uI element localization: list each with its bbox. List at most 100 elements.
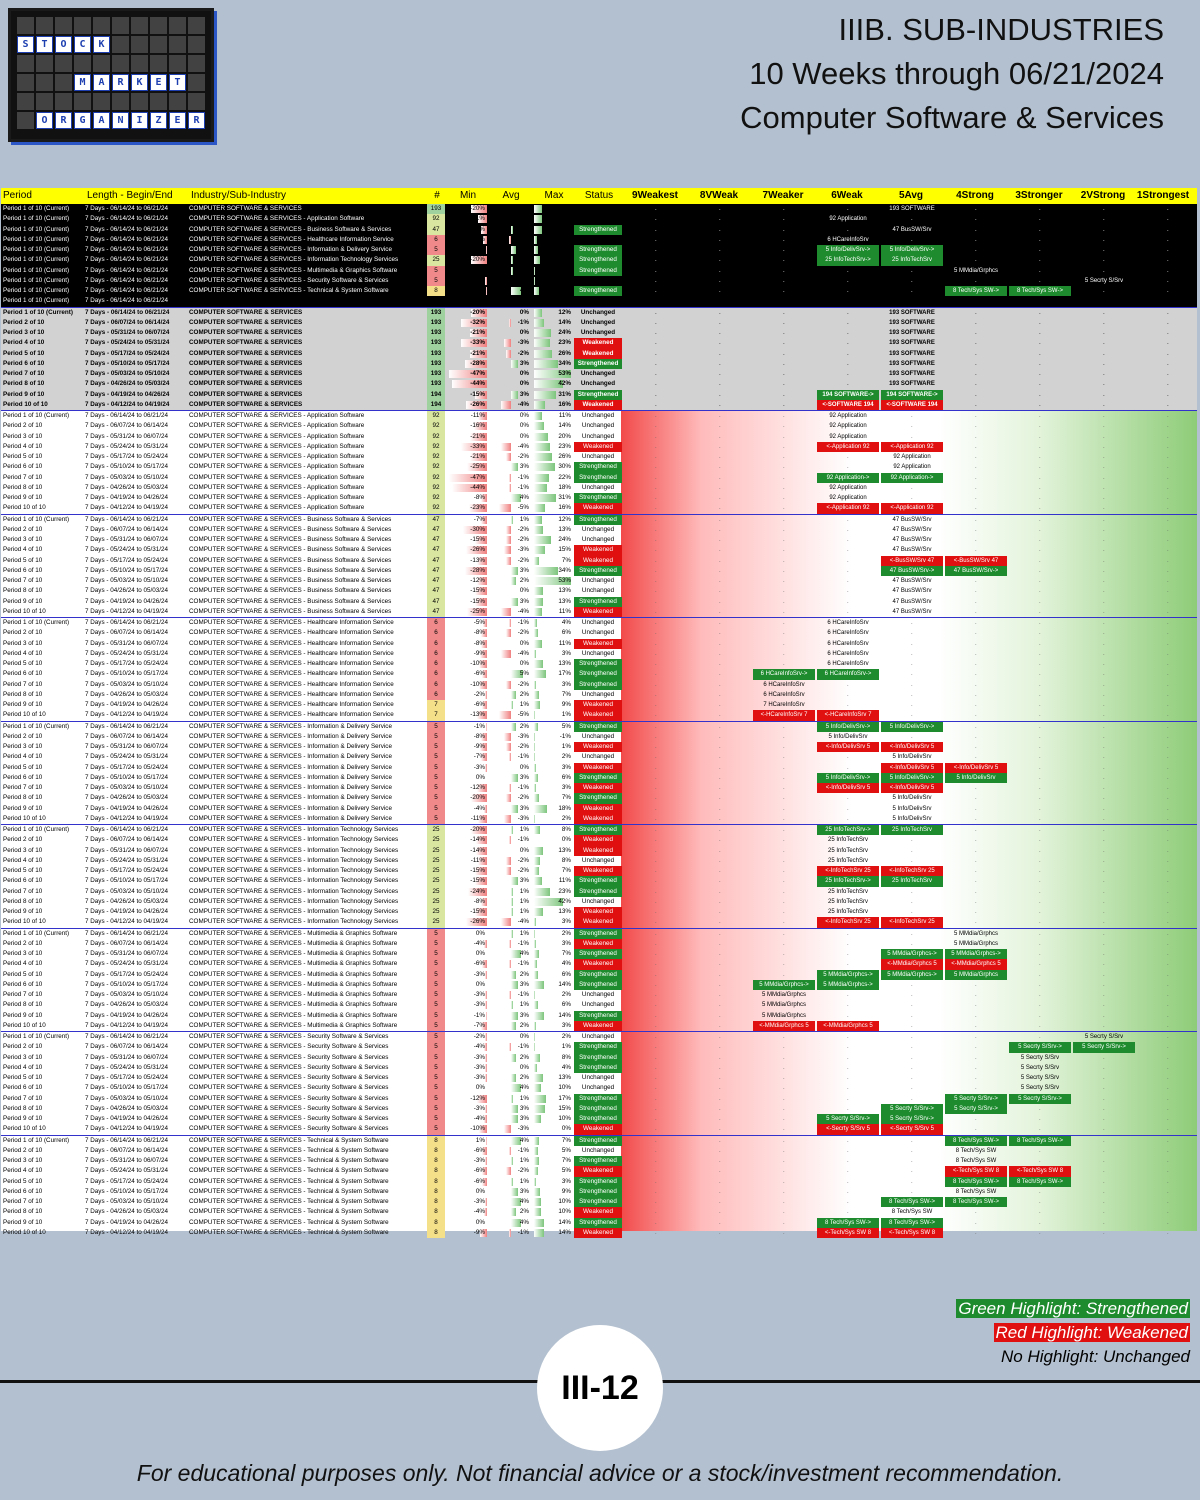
- table-row: Period 5 of 10 7 Days - 05/17/24 to 05/24…: [1, 555, 1197, 566]
- empty-marker: .: [719, 620, 721, 626]
- empty-marker: .: [1039, 940, 1041, 947]
- empty-marker: .: [783, 1085, 785, 1092]
- rank-cell: 25 InfoTechSrv: [881, 825, 943, 836]
- empty-marker: .: [1103, 537, 1105, 543]
- count-cell: 25: [427, 896, 445, 907]
- group-divider: [1, 824, 1197, 825]
- count-cell: 25: [427, 886, 445, 897]
- empty-marker: .: [1103, 868, 1105, 874]
- avg-bar: [511, 287, 521, 295]
- industry-cell: COMPUTER SOFTWARE & SERVICES - Security …: [189, 276, 389, 284]
- industry-cell: COMPUTER SOFTWARE & SERVICES - Healthcar…: [189, 649, 394, 657]
- empty-marker: .: [847, 930, 849, 937]
- date-range-cell: 7 Days - 05/31/24 to 06/07/24: [85, 1053, 168, 1061]
- max-cell: 12%: [558, 205, 571, 212]
- industry-cell: COMPUTER SOFTWARE & SERVICES - Healthcar…: [189, 639, 394, 647]
- logo-tile: [17, 74, 34, 91]
- industry-cell: COMPUTER SOFTWARE & SERVICES - Informati…: [189, 856, 399, 864]
- empty-marker: .: [719, 1219, 721, 1226]
- empty-marker: .: [975, 206, 977, 212]
- min-bar: [471, 794, 487, 803]
- empty-marker: .: [783, 898, 785, 905]
- empty-marker: .: [911, 702, 913, 708]
- empty-marker: .: [655, 1002, 657, 1009]
- empty-marker: .: [783, 484, 785, 491]
- empty-marker: .: [1103, 878, 1105, 885]
- date-range-cell: 7 Days - 05/24/24 to 05/31/24: [85, 442, 168, 450]
- empty-marker: .: [719, 330, 721, 336]
- period-cell: Period 2 of 10: [3, 939, 43, 947]
- period-cell: Period 1 of 10 (Current): [3, 619, 70, 626]
- empty-marker: .: [783, 537, 785, 543]
- count-cell: 25: [427, 917, 445, 928]
- empty-marker: .: [975, 1044, 977, 1051]
- empty-marker: .: [719, 588, 721, 595]
- industry-cell: COMPUTER SOFTWARE & SERVICES - Business …: [189, 607, 392, 615]
- empty-marker: .: [1039, 857, 1041, 864]
- empty-marker: .: [975, 1219, 977, 1226]
- avg-cell: 4%: [519, 494, 529, 501]
- empty-marker: .: [975, 537, 977, 543]
- empty-marker: .: [1167, 1012, 1169, 1019]
- avg-bar: [499, 711, 511, 720]
- table-row: Period 1 of 10 (Current) 7 Days - 06/14/2…: [1, 307, 1197, 318]
- max-bar: [534, 950, 539, 958]
- table-row: Period 1 of 10 (Current) 7 Days - 06/14/2…: [1, 411, 1197, 422]
- empty-marker: .: [719, 1054, 721, 1061]
- min-cell: -10%: [470, 660, 485, 667]
- empty-marker: .: [719, 1105, 721, 1112]
- empty-marker: .: [1167, 681, 1169, 688]
- min-cell: -20%: [470, 794, 485, 802]
- industry-cell: COMPUTER SOFTWARE & SERVICES - Business …: [189, 566, 392, 574]
- date-range-cell: 7 Days - 04/19/24 to 04/26/24: [85, 390, 170, 398]
- count-cell: 6: [427, 628, 445, 639]
- logo-tile: [55, 74, 72, 91]
- min-cell: -3%: [473, 991, 485, 998]
- max-bar: [534, 504, 546, 513]
- empty-marker: .: [783, 588, 785, 595]
- empty-marker: .: [911, 712, 913, 719]
- min-bar: [479, 649, 487, 658]
- max-cell: 13%: [558, 587, 571, 595]
- empty-marker: .: [847, 319, 849, 326]
- logo-tile: [17, 55, 34, 72]
- empty-marker: .: [1167, 350, 1169, 357]
- table-row: Period 7 of 10 7 Days - 05/03/24 to 05/10…: [1, 369, 1197, 380]
- empty-marker: .: [975, 360, 977, 367]
- avg-cell: 4%: [519, 287, 529, 294]
- max-bar: [534, 690, 539, 699]
- empty-marker: .: [975, 640, 977, 647]
- industry-cell: COMPUTER SOFTWARE & SERVICES - Technical…: [189, 1187, 389, 1195]
- empty-marker: .: [847, 940, 849, 947]
- max-cell: 14%: [558, 1218, 571, 1226]
- date-range-cell: 7 Days - 05/24/24 to 05/31/24: [85, 856, 168, 864]
- count-cell: 6: [427, 648, 445, 659]
- max-cell: 53%: [558, 370, 571, 377]
- empty-marker: .: [847, 1199, 849, 1205]
- count-cell: 8: [427, 1156, 445, 1167]
- max-cell: 18%: [558, 804, 571, 812]
- empty-marker: .: [1103, 567, 1105, 574]
- date-range-cell: 7 Days - 05/10/24 to 05/17/24: [85, 670, 168, 678]
- empty-marker: .: [975, 319, 977, 326]
- min-bar: [481, 753, 487, 762]
- industry-cell: COMPUTER SOFTWARE & SERVICES: [189, 390, 303, 398]
- table-row: Period 4 of 10 7 Days - 05/24/24 to 05/31…: [1, 959, 1197, 970]
- period-cell: Period 8 of 10: [3, 380, 45, 388]
- period-cell: Period 8 of 10: [3, 897, 43, 905]
- max-bar: [534, 225, 543, 234]
- empty-marker: .: [1039, 702, 1041, 708]
- rank-cell: 25 InfoTechSrv: [827, 847, 869, 854]
- rank-cell: 5 Secrty S/Srv->: [945, 1093, 1007, 1104]
- empty-marker: .: [975, 1126, 977, 1133]
- industry-cell: COMPUTER SOFTWARE & SERVICES - Multimedi…: [189, 1021, 398, 1029]
- empty-marker: .: [1103, 1168, 1105, 1175]
- empty-marker: .: [847, 309, 849, 316]
- date-range-cell: 7 Days - 06/14/24 to 06/21/24: [85, 287, 168, 294]
- table-row: Period 1 of 10 (Current) 7 Days - 06/14/2…: [1, 514, 1197, 525]
- empty-marker: .: [1103, 484, 1105, 491]
- date-range-cell: 7 Days - 05/31/24 to 06/07/24: [85, 639, 168, 647]
- period-cell: Period 4 of 10: [3, 856, 43, 864]
- logo-tile: [112, 17, 129, 34]
- empty-marker: .: [719, 391, 721, 398]
